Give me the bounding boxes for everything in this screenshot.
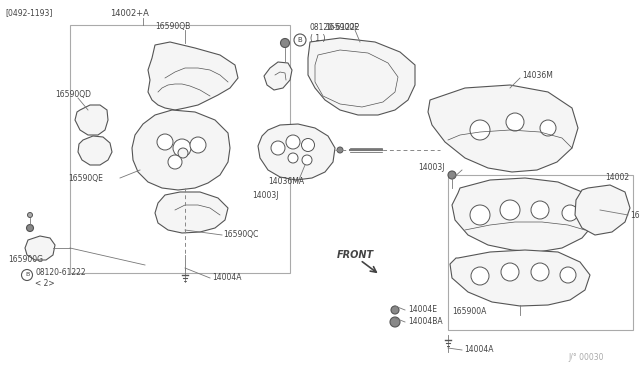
Text: [0492-1193]: [0492-1193] bbox=[5, 9, 52, 17]
Polygon shape bbox=[25, 236, 55, 260]
Polygon shape bbox=[148, 42, 238, 110]
Polygon shape bbox=[258, 124, 335, 180]
Circle shape bbox=[271, 141, 285, 155]
Circle shape bbox=[337, 147, 343, 153]
Polygon shape bbox=[308, 38, 415, 115]
Text: 16590QE: 16590QE bbox=[68, 173, 103, 183]
Circle shape bbox=[562, 205, 578, 221]
Text: 16590QD: 16590QD bbox=[55, 90, 91, 99]
Circle shape bbox=[280, 38, 289, 48]
Text: 14036M: 14036M bbox=[522, 71, 553, 80]
Bar bbox=[448, 175, 633, 330]
Polygon shape bbox=[132, 110, 230, 190]
Text: 14036MA: 14036MA bbox=[268, 177, 304, 186]
Circle shape bbox=[501, 263, 519, 281]
Circle shape bbox=[302, 155, 312, 165]
Polygon shape bbox=[155, 192, 228, 233]
Text: 14004A: 14004A bbox=[212, 273, 241, 282]
Polygon shape bbox=[264, 62, 292, 90]
Text: 16590QC: 16590QC bbox=[223, 231, 259, 240]
Polygon shape bbox=[75, 105, 108, 135]
Circle shape bbox=[168, 155, 182, 169]
Circle shape bbox=[470, 120, 490, 140]
Text: J/° 00030: J/° 00030 bbox=[568, 353, 604, 362]
Text: 165900A: 165900A bbox=[452, 308, 486, 317]
Text: 165900: 165900 bbox=[630, 211, 640, 219]
Text: B: B bbox=[25, 273, 29, 278]
Text: 08120-61222
( 1 ): 08120-61222 ( 1 ) bbox=[310, 23, 360, 43]
Circle shape bbox=[470, 205, 490, 225]
Circle shape bbox=[157, 134, 173, 150]
Text: 14004E: 14004E bbox=[408, 305, 437, 314]
Text: 14004A: 14004A bbox=[464, 346, 493, 355]
Text: 14003J: 14003J bbox=[252, 190, 278, 199]
Text: 14002+A: 14002+A bbox=[110, 9, 149, 17]
Text: 08120-61222
< 2>: 08120-61222 < 2> bbox=[35, 268, 86, 288]
Circle shape bbox=[28, 212, 33, 218]
Polygon shape bbox=[428, 85, 578, 172]
Circle shape bbox=[448, 171, 456, 179]
Text: 16590QB: 16590QB bbox=[155, 22, 190, 32]
Bar bbox=[70, 25, 290, 273]
Circle shape bbox=[391, 306, 399, 314]
Text: FRONT: FRONT bbox=[337, 250, 374, 260]
Circle shape bbox=[471, 267, 489, 285]
Circle shape bbox=[190, 137, 206, 153]
Circle shape bbox=[560, 267, 576, 283]
Text: B: B bbox=[298, 37, 302, 43]
Circle shape bbox=[173, 139, 191, 157]
Polygon shape bbox=[450, 250, 590, 306]
Text: 14002: 14002 bbox=[605, 173, 629, 183]
Circle shape bbox=[531, 263, 549, 281]
Circle shape bbox=[301, 138, 314, 151]
Circle shape bbox=[500, 200, 520, 220]
Text: 14004BA: 14004BA bbox=[408, 317, 443, 327]
Polygon shape bbox=[575, 185, 630, 235]
Circle shape bbox=[286, 135, 300, 149]
Text: 165900G: 165900G bbox=[8, 256, 43, 264]
Text: 14003J: 14003J bbox=[418, 164, 445, 173]
Circle shape bbox=[531, 201, 549, 219]
Polygon shape bbox=[78, 136, 112, 165]
Circle shape bbox=[390, 317, 400, 327]
Polygon shape bbox=[452, 178, 595, 252]
Circle shape bbox=[26, 224, 33, 231]
Circle shape bbox=[506, 113, 524, 131]
Circle shape bbox=[178, 148, 188, 158]
Text: 165900F: 165900F bbox=[325, 22, 358, 32]
Circle shape bbox=[540, 120, 556, 136]
Circle shape bbox=[288, 153, 298, 163]
